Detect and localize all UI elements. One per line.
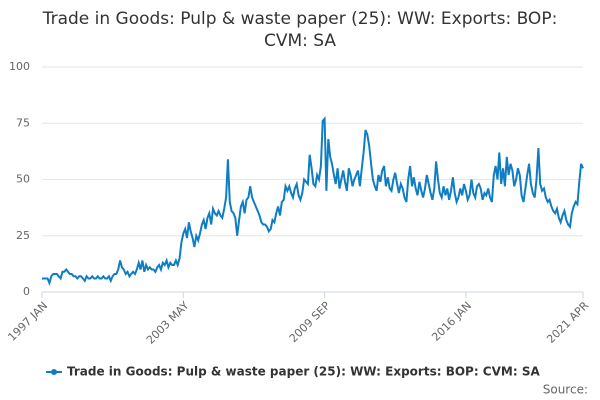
y-tick-label: 0 bbox=[23, 285, 30, 298]
y-tick-label: 50 bbox=[16, 173, 30, 186]
y-tick-label: 100 bbox=[9, 60, 30, 73]
x-tick-label: 2009 SEP bbox=[287, 299, 333, 345]
legend-label: Trade in Goods: Pulp & waste paper (25):… bbox=[67, 365, 540, 379]
x-tick-label: 2016 JAN bbox=[429, 299, 474, 344]
legend-marker bbox=[51, 369, 57, 375]
chart-title: Trade in Goods: Pulp & waste paper (25):… bbox=[42, 9, 558, 51]
y-tick-label: 75 bbox=[16, 116, 30, 129]
x-tick-label: 2003 MAY bbox=[144, 299, 192, 347]
y-tick-label: 25 bbox=[16, 229, 30, 242]
x-tick-label: 1997 JAN bbox=[5, 299, 50, 344]
x-tick-label: 2021 APR bbox=[544, 299, 591, 346]
source: Source: bbox=[543, 383, 588, 397]
line bbox=[42, 116, 584, 287]
